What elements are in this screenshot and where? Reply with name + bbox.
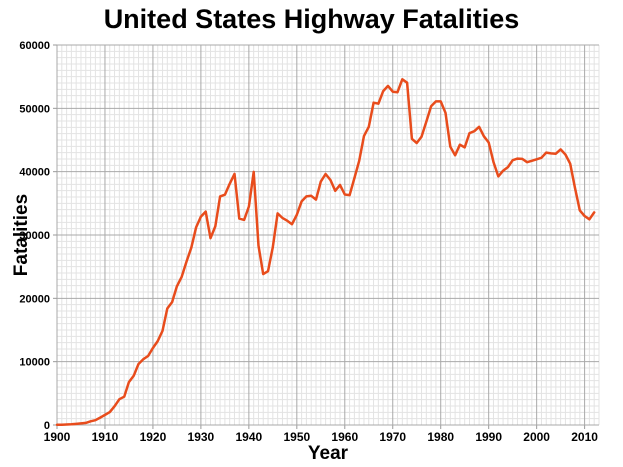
x-tick-label: 1970 (379, 430, 406, 444)
chart-title: United States Highway Fatalities (103, 4, 520, 34)
x-tick-label: 1990 (475, 430, 502, 444)
y-tick-label: 10000 (19, 357, 50, 369)
x-tick-label: 1940 (236, 430, 263, 444)
x-tick-label: 1980 (427, 430, 454, 444)
x-tick-label: 1910 (92, 430, 119, 444)
x-tick-label: 1950 (283, 430, 310, 444)
x-tick-label: 2000 (523, 430, 550, 444)
x-tick-label: 1960 (331, 430, 358, 444)
y-tick-label: 20000 (19, 293, 50, 305)
x-tick-label: 2010 (571, 430, 598, 444)
y-tick-label: 50000 (19, 103, 50, 115)
y-tick-label: 30000 (19, 230, 50, 242)
x-tick-label: 1900 (44, 430, 71, 444)
y-tick-label: 0 (44, 420, 50, 432)
x-tick-label: 1920 (140, 430, 167, 444)
x-axis-title: Year (307, 443, 349, 464)
fatalities-line (55, 78, 596, 427)
y-tick-label: 60000 (19, 40, 50, 52)
y-tick-label: 40000 (19, 167, 50, 179)
x-tick-label: 1930 (188, 430, 215, 444)
